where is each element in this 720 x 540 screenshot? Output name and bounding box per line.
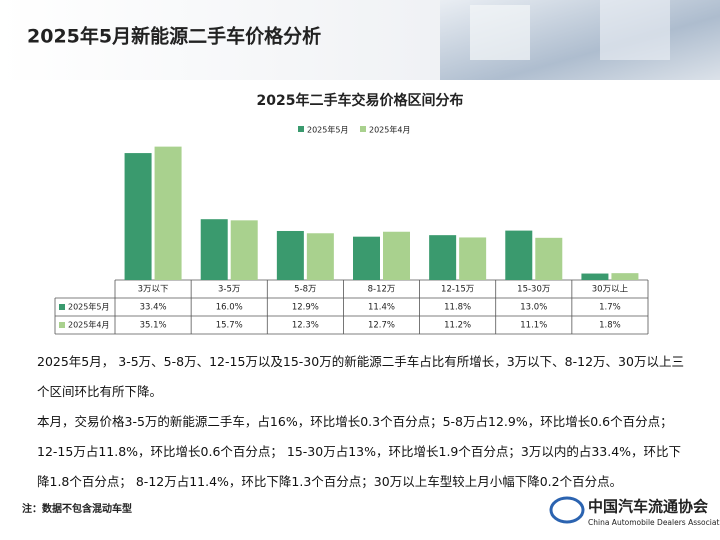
- logo-mark: [549, 496, 585, 524]
- data-label: 12.3%: [292, 321, 319, 331]
- bar: [230, 220, 258, 280]
- x-tick-label: 3-5万: [218, 285, 240, 295]
- logo-name: 中国汽车流通协会: [588, 497, 708, 515]
- x-tick-label: 3万以下: [138, 285, 169, 295]
- logo-english: China Automobile Dealers Association: [588, 518, 720, 527]
- table-legend-label: 2025年4月: [68, 320, 109, 330]
- data-label: 15.7%: [216, 321, 243, 331]
- table-legend-label: 2025年5月: [68, 302, 109, 312]
- data-label: 11.4%: [368, 303, 395, 313]
- data-label: 13.0%: [520, 303, 547, 313]
- x-tick-label: 30万以上: [592, 285, 629, 295]
- data-label: 12.9%: [292, 303, 319, 313]
- chart-title: 2025年二手车交易价格区间分布: [257, 92, 464, 109]
- bar: [505, 230, 533, 280]
- bar: [200, 219, 228, 280]
- data-label: 1.8%: [599, 321, 621, 331]
- header-cube: [470, 5, 530, 60]
- data-label: 11.8%: [444, 303, 471, 313]
- page-title: 2025年5月新能源二手车价格分析: [27, 25, 321, 48]
- paragraph: 本月，交易价格3-5万的新能源二手车，占16%，环比增长0.3个百分点；5-8万…: [37, 414, 682, 489]
- data-label: 11.2%: [444, 321, 471, 331]
- legend-label: 2025年4月: [369, 125, 410, 135]
- x-tick-label: 8-12万: [368, 285, 396, 295]
- x-tick-label: 5-8万: [294, 285, 316, 295]
- bar: [429, 235, 457, 280]
- bar: [306, 233, 334, 280]
- bar: [581, 273, 609, 280]
- bar: [459, 237, 487, 280]
- table-legend-swatch: [59, 322, 65, 328]
- bar: [276, 230, 304, 280]
- data-label: 33.4%: [140, 303, 167, 313]
- x-tick-label: 12-15万: [441, 285, 474, 295]
- x-tick-label: 15-30万: [517, 285, 550, 295]
- bar: [124, 153, 152, 280]
- data-label: 11.1%: [520, 321, 547, 331]
- data-label: 35.1%: [140, 321, 167, 331]
- data-label: 12.7%: [368, 321, 395, 331]
- bar: [535, 237, 563, 280]
- bar: [353, 236, 380, 280]
- note: 注：数据不包含混动车型: [22, 502, 132, 515]
- bar: [154, 146, 182, 280]
- legend-swatch: [360, 126, 366, 132]
- data-label: 1.7%: [599, 303, 621, 313]
- table-legend-swatch: [59, 304, 65, 310]
- paragraph: 2025年5月， 3-5万、5-8万、12-15万以及15-30万的新能源二手车…: [37, 354, 684, 399]
- bar: [383, 231, 410, 280]
- header-cube: [600, 0, 670, 60]
- legend-swatch: [298, 126, 304, 132]
- data-label: 16.0%: [216, 303, 243, 313]
- legend-label: 2025年5月: [307, 125, 348, 135]
- bar: [611, 273, 639, 280]
